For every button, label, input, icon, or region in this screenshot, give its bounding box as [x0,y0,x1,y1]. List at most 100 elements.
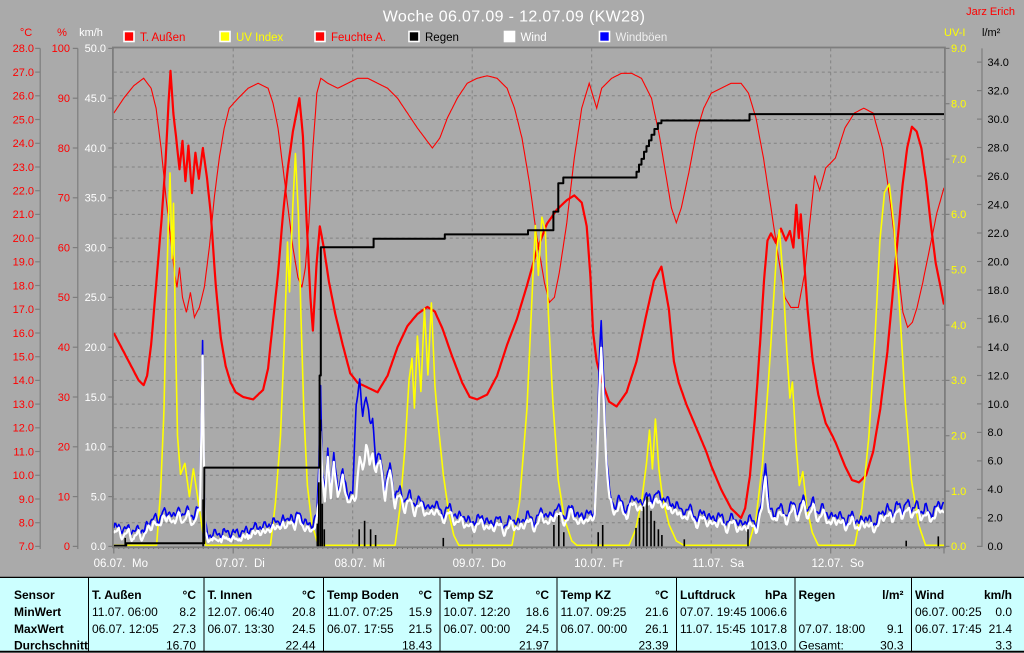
svg-text:21.0: 21.0 [13,209,34,221]
svg-text:24.0: 24.0 [988,199,1009,211]
svg-text:9.0: 9.0 [951,43,966,55]
svg-text:3.0: 3.0 [951,375,966,387]
svg-text:11.07. 07:25: 11.07. 07:25 [327,605,393,619]
svg-text:%: % [57,27,67,39]
svg-text:100: 100 [52,43,70,55]
svg-text:24.5: 24.5 [292,622,316,636]
svg-text:T. Außen: T. Außen [92,588,142,602]
svg-text:21.4: 21.4 [989,622,1013,636]
svg-text:16.0: 16.0 [13,328,34,340]
svg-text:27.0: 27.0 [13,67,34,79]
svg-text:15.0: 15.0 [85,392,106,404]
svg-text:10.0: 10.0 [988,399,1009,411]
svg-text:06.07. 00:00: 06.07. 00:00 [444,622,511,636]
svg-text:1006.6: 1006.6 [750,605,787,619]
svg-text:30.3: 30.3 [880,639,904,653]
svg-text:°C: °C [20,27,32,39]
svg-text:50.0: 50.0 [85,43,106,55]
svg-text:Temp Boden: Temp Boden [327,588,399,602]
svg-text:30: 30 [58,392,70,404]
svg-text:Woche 06.07.09 - 12.07.09 (KW2: Woche 06.07.09 - 12.07.09 (KW28) [383,9,646,26]
svg-text:11.07. 09:25: 11.07. 09:25 [561,605,627,619]
svg-text:UV-I: UV-I [944,27,965,39]
svg-text:4.0: 4.0 [988,484,1003,496]
svg-text:11.07. 06:00: 11.07. 06:00 [92,605,158,619]
svg-text:20.0: 20.0 [988,256,1009,268]
svg-text:6.0: 6.0 [988,456,1003,468]
svg-text:0.0: 0.0 [988,541,1003,553]
svg-text:18.0: 18.0 [13,280,34,292]
svg-text:30.0: 30.0 [85,242,106,254]
svg-text:Regen: Regen [799,588,836,602]
svg-text:10.0: 10.0 [85,442,106,454]
svg-text:4.0: 4.0 [951,320,966,332]
svg-text:18.0: 18.0 [988,285,1009,297]
svg-text:5.0: 5.0 [951,265,966,277]
svg-text:21.97: 21.97 [519,639,549,653]
svg-text:20.0: 20.0 [85,342,106,354]
svg-text:15.0: 15.0 [13,352,34,364]
svg-text:22.0: 22.0 [13,186,34,198]
svg-text:5.0: 5.0 [91,491,106,503]
svg-text:25.0: 25.0 [13,114,34,126]
svg-text:30.0: 30.0 [988,114,1009,126]
svg-text:Durchschnitt: Durchschnitt [14,639,88,653]
svg-text:28.0: 28.0 [988,142,1009,154]
svg-text:17.0: 17.0 [13,304,34,316]
svg-text:10: 10 [58,491,70,503]
svg-text:70: 70 [58,193,70,205]
svg-text:06.07. 13:30: 06.07. 13:30 [208,622,275,636]
svg-text:12.0: 12.0 [988,370,1009,382]
svg-text:Wind: Wind [915,588,944,602]
svg-text:UV Index: UV Index [236,32,284,44]
svg-text:°C: °C [536,588,550,602]
svg-text:Luftdruck: Luftdruck [680,588,736,602]
svg-text:20.0: 20.0 [13,233,34,245]
svg-text:40: 40 [58,342,70,354]
svg-text:50: 50 [58,292,70,304]
svg-text:10.07. 12:20: 10.07. 12:20 [444,605,511,619]
svg-text:9.0: 9.0 [19,494,34,506]
svg-text:26.0: 26.0 [13,91,34,103]
svg-text:22.0: 22.0 [988,228,1009,240]
svg-text:18.6: 18.6 [526,605,550,619]
svg-text:MinWert: MinWert [14,605,61,619]
svg-text:23.0: 23.0 [13,162,34,174]
svg-text:18.43: 18.43 [402,639,432,653]
svg-text:9.1: 9.1 [887,622,904,636]
svg-text:23.39: 23.39 [638,639,668,653]
svg-text:7.0: 7.0 [19,541,34,553]
svg-text:14.0: 14.0 [13,375,34,387]
svg-text:80: 80 [58,143,70,155]
svg-text:8.2: 8.2 [179,605,196,619]
svg-text:12.07. 06:40: 12.07. 06:40 [208,605,275,619]
svg-text:11.07. 15:45: 11.07. 15:45 [680,622,746,636]
svg-text:24.0: 24.0 [13,138,34,150]
svg-text:34.0: 34.0 [988,57,1009,69]
svg-text:Feuchte A.: Feuchte A. [331,32,386,44]
svg-text:11.0: 11.0 [13,446,34,458]
svg-text:09.07. Do: 09.07. Do [453,558,506,570]
svg-text:11.07. Sa: 11.07. Sa [692,558,744,570]
svg-text:°C: °C [183,588,197,602]
svg-text:06.07. 17:45: 06.07. 17:45 [915,622,982,636]
svg-text:12.07. So: 12.07. So [811,558,863,570]
svg-text:26.1: 26.1 [645,622,669,636]
svg-text:3.3: 3.3 [995,639,1012,653]
svg-text:°C: °C [302,588,316,602]
svg-text:Jarz Erich: Jarz Erich [966,6,1015,18]
svg-text:25.0: 25.0 [85,292,106,304]
svg-text:Temp SZ: Temp SZ [444,588,494,602]
svg-text:°C: °C [419,588,433,602]
svg-text:0.0: 0.0 [91,541,106,553]
svg-text:19.0: 19.0 [13,257,34,269]
svg-text:8.0: 8.0 [19,518,34,530]
svg-text:21.5: 21.5 [409,622,433,636]
svg-text:20.8: 20.8 [292,605,316,619]
svg-text:T. Außen: T. Außen [140,32,185,44]
svg-text:Wind: Wind [521,32,547,44]
svg-text:0.0: 0.0 [995,605,1012,619]
svg-text:km/h: km/h [79,27,103,39]
svg-text:12.0: 12.0 [13,423,34,435]
svg-text:07.07. Di: 07.07. Di [216,558,265,570]
